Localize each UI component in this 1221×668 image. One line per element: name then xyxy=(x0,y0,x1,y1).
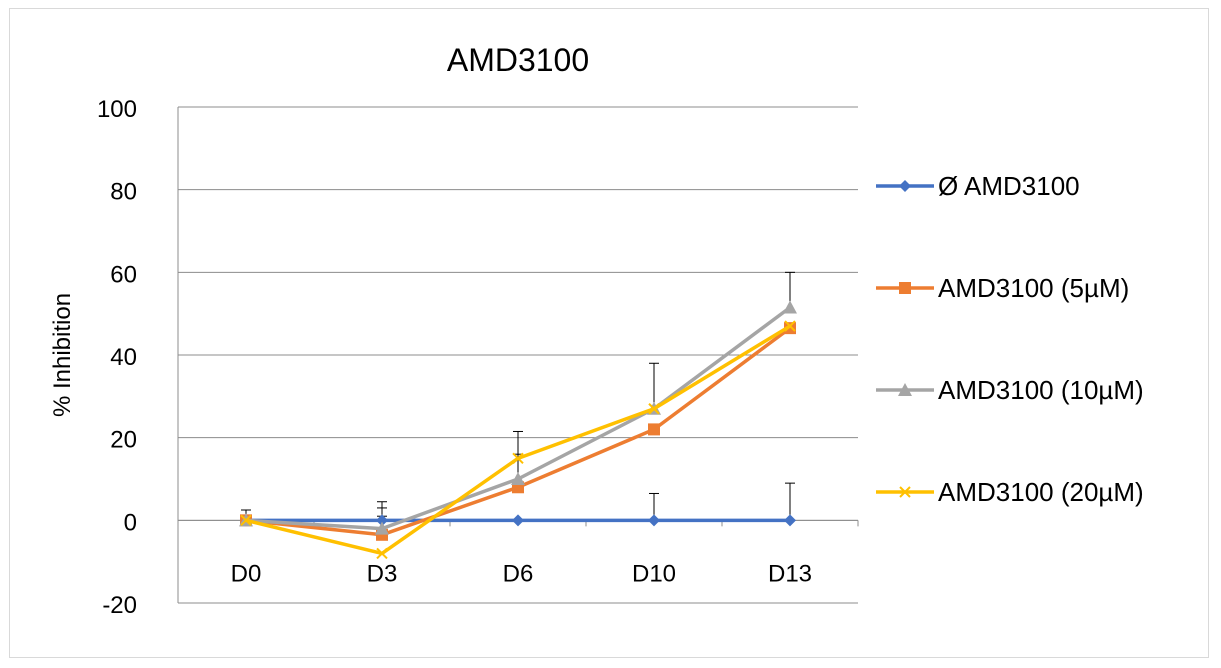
data-point xyxy=(240,514,252,527)
y-tick-label: 100 xyxy=(97,96,137,123)
data-point xyxy=(899,486,911,498)
x-tick-label: D6 xyxy=(503,560,534,587)
data-point xyxy=(376,547,388,560)
data-point xyxy=(648,514,660,527)
data-point xyxy=(784,514,796,527)
y-tick-label: -20 xyxy=(102,592,137,619)
legend-label: AMD3100 (20µM) xyxy=(938,477,1144,507)
data-point xyxy=(648,423,660,436)
y-tick-label: 60 xyxy=(110,261,137,288)
series-lines xyxy=(239,300,797,560)
legend: Ø AMD3100 AMD3100 (5µM) AMD3100 (10µM) AMD3… xyxy=(876,171,1144,507)
data-point xyxy=(512,514,524,527)
data-point xyxy=(783,300,797,314)
y-tick-label: 20 xyxy=(110,427,137,454)
data-point xyxy=(648,403,660,415)
data-point xyxy=(899,282,911,294)
data-point-stroke xyxy=(512,452,524,465)
data-point xyxy=(512,452,524,465)
error-bars xyxy=(241,271,795,535)
legend-label: Ø AMD3100 xyxy=(938,171,1080,201)
series-line xyxy=(245,306,792,531)
y-tick-label: 80 xyxy=(110,179,137,206)
data-point xyxy=(899,180,911,192)
y-tick-labels: -20 0 20 40 60 80 100 xyxy=(97,96,137,619)
data-point-stroke xyxy=(784,320,796,332)
data-point-stroke xyxy=(376,547,388,560)
chart-title: AMD3100 xyxy=(447,42,589,78)
data-point-stroke xyxy=(648,403,660,415)
chart-area xyxy=(9,8,1209,658)
x-tick-label: D0 xyxy=(231,560,262,587)
y-tick-label: 40 xyxy=(110,344,137,371)
data-point xyxy=(898,383,912,396)
x-tick-labels: D0 D3 D6 D10 D13 xyxy=(231,560,812,587)
data-point-stroke xyxy=(240,514,252,527)
x-tick-label: D3 xyxy=(367,560,398,587)
data-point xyxy=(784,320,796,332)
data-point xyxy=(511,472,525,485)
x-tick-label: D13 xyxy=(768,560,812,587)
legend-label: AMD3100 (5µM) xyxy=(938,273,1129,303)
data-point xyxy=(375,521,389,535)
legend-label: AMD3100 (10µM) xyxy=(938,375,1144,405)
y-axis-label: % Inhibition xyxy=(49,293,76,417)
data-point xyxy=(376,514,388,527)
data-point-stroke xyxy=(899,486,911,498)
data-point xyxy=(784,322,796,335)
y-tick-label: 0 xyxy=(124,509,137,536)
x-tick-label: D10 xyxy=(632,560,676,587)
